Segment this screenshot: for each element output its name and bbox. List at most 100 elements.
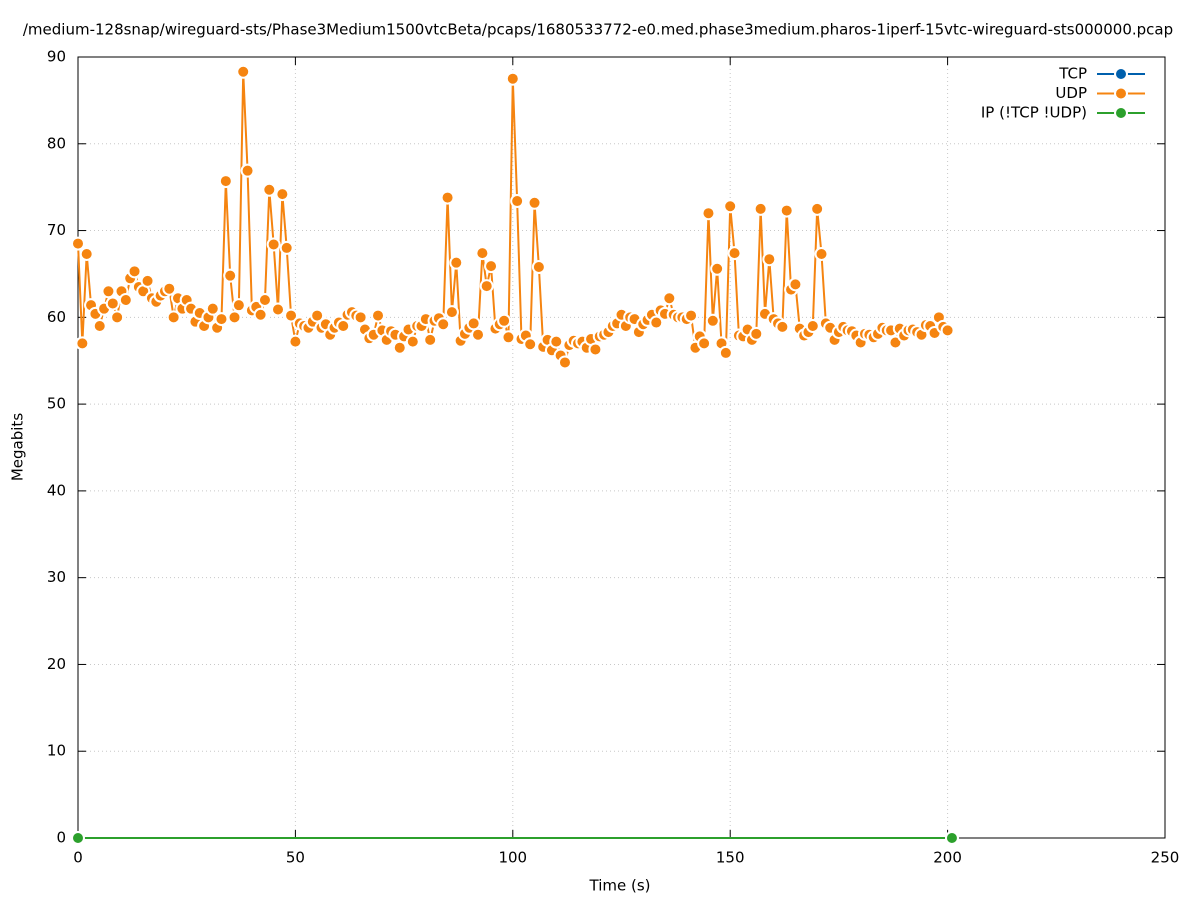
data-point (240, 163, 255, 178)
y-tick-label: 10 (47, 742, 66, 760)
data-point (405, 334, 420, 349)
data-point (810, 201, 825, 216)
data-point (310, 308, 325, 323)
data-point (371, 308, 386, 323)
data-point (227, 310, 242, 325)
data-point (266, 237, 281, 252)
data-point (440, 190, 455, 205)
data-point (484, 259, 499, 274)
data-point (475, 246, 490, 261)
data-point (449, 255, 464, 270)
data-point (284, 308, 299, 323)
x-tick-label: 150 (716, 849, 745, 867)
data-point (275, 187, 290, 202)
data-point (510, 194, 525, 209)
data-point (588, 342, 603, 357)
y-tick-label: 80 (47, 134, 66, 152)
x-axis-label: Time (s) (589, 877, 651, 895)
chart-title: /medium-128snap/wireguard-sts/Phase3Medi… (23, 21, 1173, 39)
data-point (236, 64, 251, 79)
data-point (253, 307, 268, 322)
data-point (118, 292, 133, 307)
data-point (166, 310, 181, 325)
data-point (392, 340, 407, 355)
data-point (762, 252, 777, 267)
data-point (466, 316, 481, 331)
x-tick-label: 50 (286, 849, 305, 867)
legend-label: UDP (1055, 84, 1087, 102)
data-point (162, 281, 177, 296)
data-point (710, 261, 725, 276)
data-point (205, 301, 220, 316)
data-point (471, 327, 486, 342)
data-point (436, 317, 451, 332)
data-point (336, 319, 351, 334)
data-point (497, 313, 512, 328)
data-point (288, 334, 303, 349)
data-point (353, 310, 368, 325)
x-tick-label: 0 (73, 849, 83, 867)
data-point (727, 246, 742, 261)
data-point (262, 182, 277, 197)
data-point (71, 236, 85, 251)
data-point (775, 319, 790, 334)
data-point (214, 312, 229, 327)
x-tick-label: 100 (498, 849, 527, 867)
data-point (423, 332, 438, 347)
data-point (684, 308, 699, 323)
data-point (105, 296, 120, 311)
data-point (140, 273, 155, 288)
data-point (218, 174, 233, 189)
data-point (944, 831, 959, 845)
y-tick-label: 70 (47, 221, 66, 239)
data-point (718, 345, 733, 360)
data-point (527, 195, 542, 210)
data-point (649, 315, 664, 330)
data-point (940, 323, 955, 338)
data-point (753, 201, 768, 216)
y-axis-label: Megabits (9, 413, 27, 481)
legend-label: IP (!TCP !UDP) (981, 104, 1087, 122)
data-point (79, 246, 94, 261)
data-point (705, 313, 720, 328)
data-point (805, 319, 820, 334)
y-tick-label: 30 (47, 568, 66, 586)
y-tick-label: 40 (47, 481, 66, 499)
x-tick-label: 200 (933, 849, 962, 867)
data-point (701, 206, 716, 221)
legend-marker (1114, 67, 1128, 81)
legend-label: TCP (1058, 65, 1087, 83)
data-point (779, 203, 794, 218)
x-tick-label: 250 (1151, 849, 1180, 867)
data-point (505, 71, 520, 86)
data-point (127, 264, 142, 279)
data-point (662, 291, 677, 306)
y-tick-label: 90 (47, 48, 66, 66)
data-point (479, 279, 494, 294)
data-point (92, 319, 107, 334)
y-tick-label: 0 (56, 829, 66, 847)
data-point (549, 334, 564, 349)
data-point (523, 337, 538, 352)
data-point (749, 326, 764, 341)
legend-marker (1114, 86, 1128, 101)
legend-marker (1114, 106, 1128, 120)
data-point (271, 302, 286, 317)
data-point (697, 336, 712, 351)
data-point (223, 268, 238, 283)
data-point (110, 310, 125, 325)
data-point (444, 305, 459, 320)
data-point (814, 246, 829, 261)
data-point (279, 240, 294, 255)
y-tick-label: 60 (47, 308, 66, 326)
data-point (531, 260, 546, 275)
data-point (101, 284, 116, 299)
data-point (75, 336, 90, 351)
data-point (71, 831, 85, 845)
y-tick-label: 20 (47, 655, 66, 673)
data-point (231, 298, 246, 313)
y-tick-label: 50 (47, 395, 66, 413)
data-point (723, 199, 738, 214)
data-point (501, 330, 516, 345)
